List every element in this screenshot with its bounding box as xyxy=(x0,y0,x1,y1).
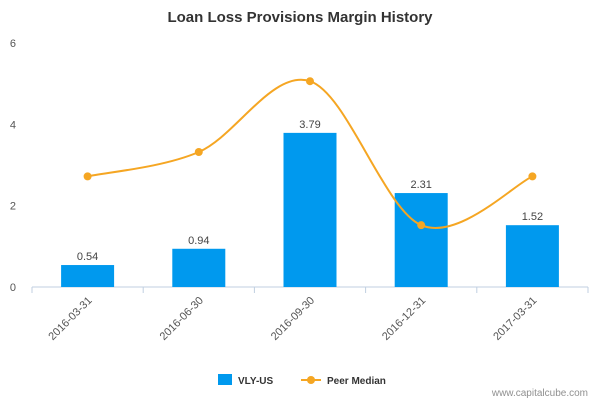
peer-median-point xyxy=(417,221,426,230)
bar xyxy=(61,265,115,287)
bar-data-label: 0.94 xyxy=(188,235,209,247)
bar-data-label: 2.31 xyxy=(410,179,431,191)
y-tick-label: 6 xyxy=(10,38,16,50)
y-tick-label: 4 xyxy=(10,119,16,131)
credit-text: www.capitalcube.com xyxy=(491,388,588,399)
peer-median-point xyxy=(83,172,92,181)
bar-series xyxy=(61,132,559,287)
peer-median-point xyxy=(528,172,537,181)
bar-data-labels: 0.54 0.94 3.79 2.31 1.52 xyxy=(77,119,543,263)
legend: VLY-US Peer Median xyxy=(218,374,386,387)
peer-median-point xyxy=(194,147,203,156)
x-tick-label: 2017-03-31 xyxy=(491,295,539,343)
legend-label-vly-us: VLY-US xyxy=(238,376,274,387)
bar xyxy=(505,225,559,287)
x-tick-label: 2016-09-30 xyxy=(269,295,317,343)
bar xyxy=(394,193,448,287)
legend-label-peer-median: Peer Median xyxy=(327,376,386,387)
x-tick-label: 2016-06-30 xyxy=(158,295,206,343)
bar-data-label: 0.54 xyxy=(77,251,98,263)
peer-median-line xyxy=(87,78,533,229)
y-tick-label: 0 xyxy=(10,282,16,294)
bar-data-label: 3.79 xyxy=(299,119,320,131)
peer-median-series xyxy=(83,77,537,230)
y-tick-label: 2 xyxy=(10,201,16,213)
peer-median-point xyxy=(306,77,314,86)
x-tick-label: 2016-12-31 xyxy=(380,295,428,343)
legend-swatch-vly-us xyxy=(218,374,232,385)
x-tick-label: 2016-03-31 xyxy=(46,295,94,343)
bar xyxy=(283,132,337,287)
bar xyxy=(172,248,226,287)
x-axis: 2016-03-31 2016-06-30 2016-09-30 2016-12-31… xyxy=(31,286,589,343)
y-axis: 0 2 4 6 xyxy=(10,38,16,294)
legend-swatch-peer-median-marker xyxy=(307,376,315,384)
bar-data-label: 1.52 xyxy=(522,211,543,223)
chart-title: Loan Loss Provisions Margin History xyxy=(167,9,433,26)
